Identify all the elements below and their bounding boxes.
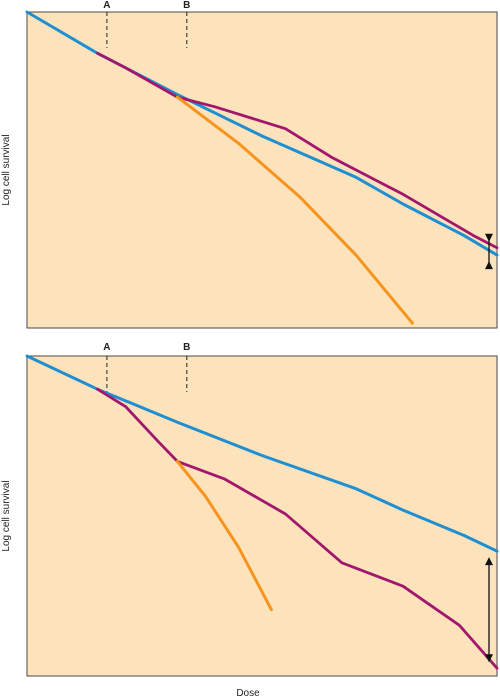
series-orange-line [175,95,414,325]
gap-arrow-head-down [485,654,493,663]
panel-top: A B Log cell survival [1,0,499,329]
marker-b-label: B [183,342,190,353]
series-orange-line [175,459,273,612]
x-axis-label: Dose [236,688,260,699]
plot-area [26,11,498,329]
y-axis-label: Log cell survival [1,480,12,551]
series-blue-line [25,354,499,553]
gap-arrow-head-down [485,233,493,242]
marker-b-label: B [183,0,190,11]
gap-arrow-head-up [485,557,493,566]
plot-area [26,355,498,677]
marker-a-label: A [103,0,110,11]
series-magenta-line [96,387,499,670]
marker-a-label: A [103,342,110,353]
gap-arrow-head-up [485,261,493,270]
y-axis-label: Log cell survival [1,134,12,205]
panel-bottom: A B Log cell survival Dose [1,342,499,699]
series-magenta-line [96,51,499,250]
